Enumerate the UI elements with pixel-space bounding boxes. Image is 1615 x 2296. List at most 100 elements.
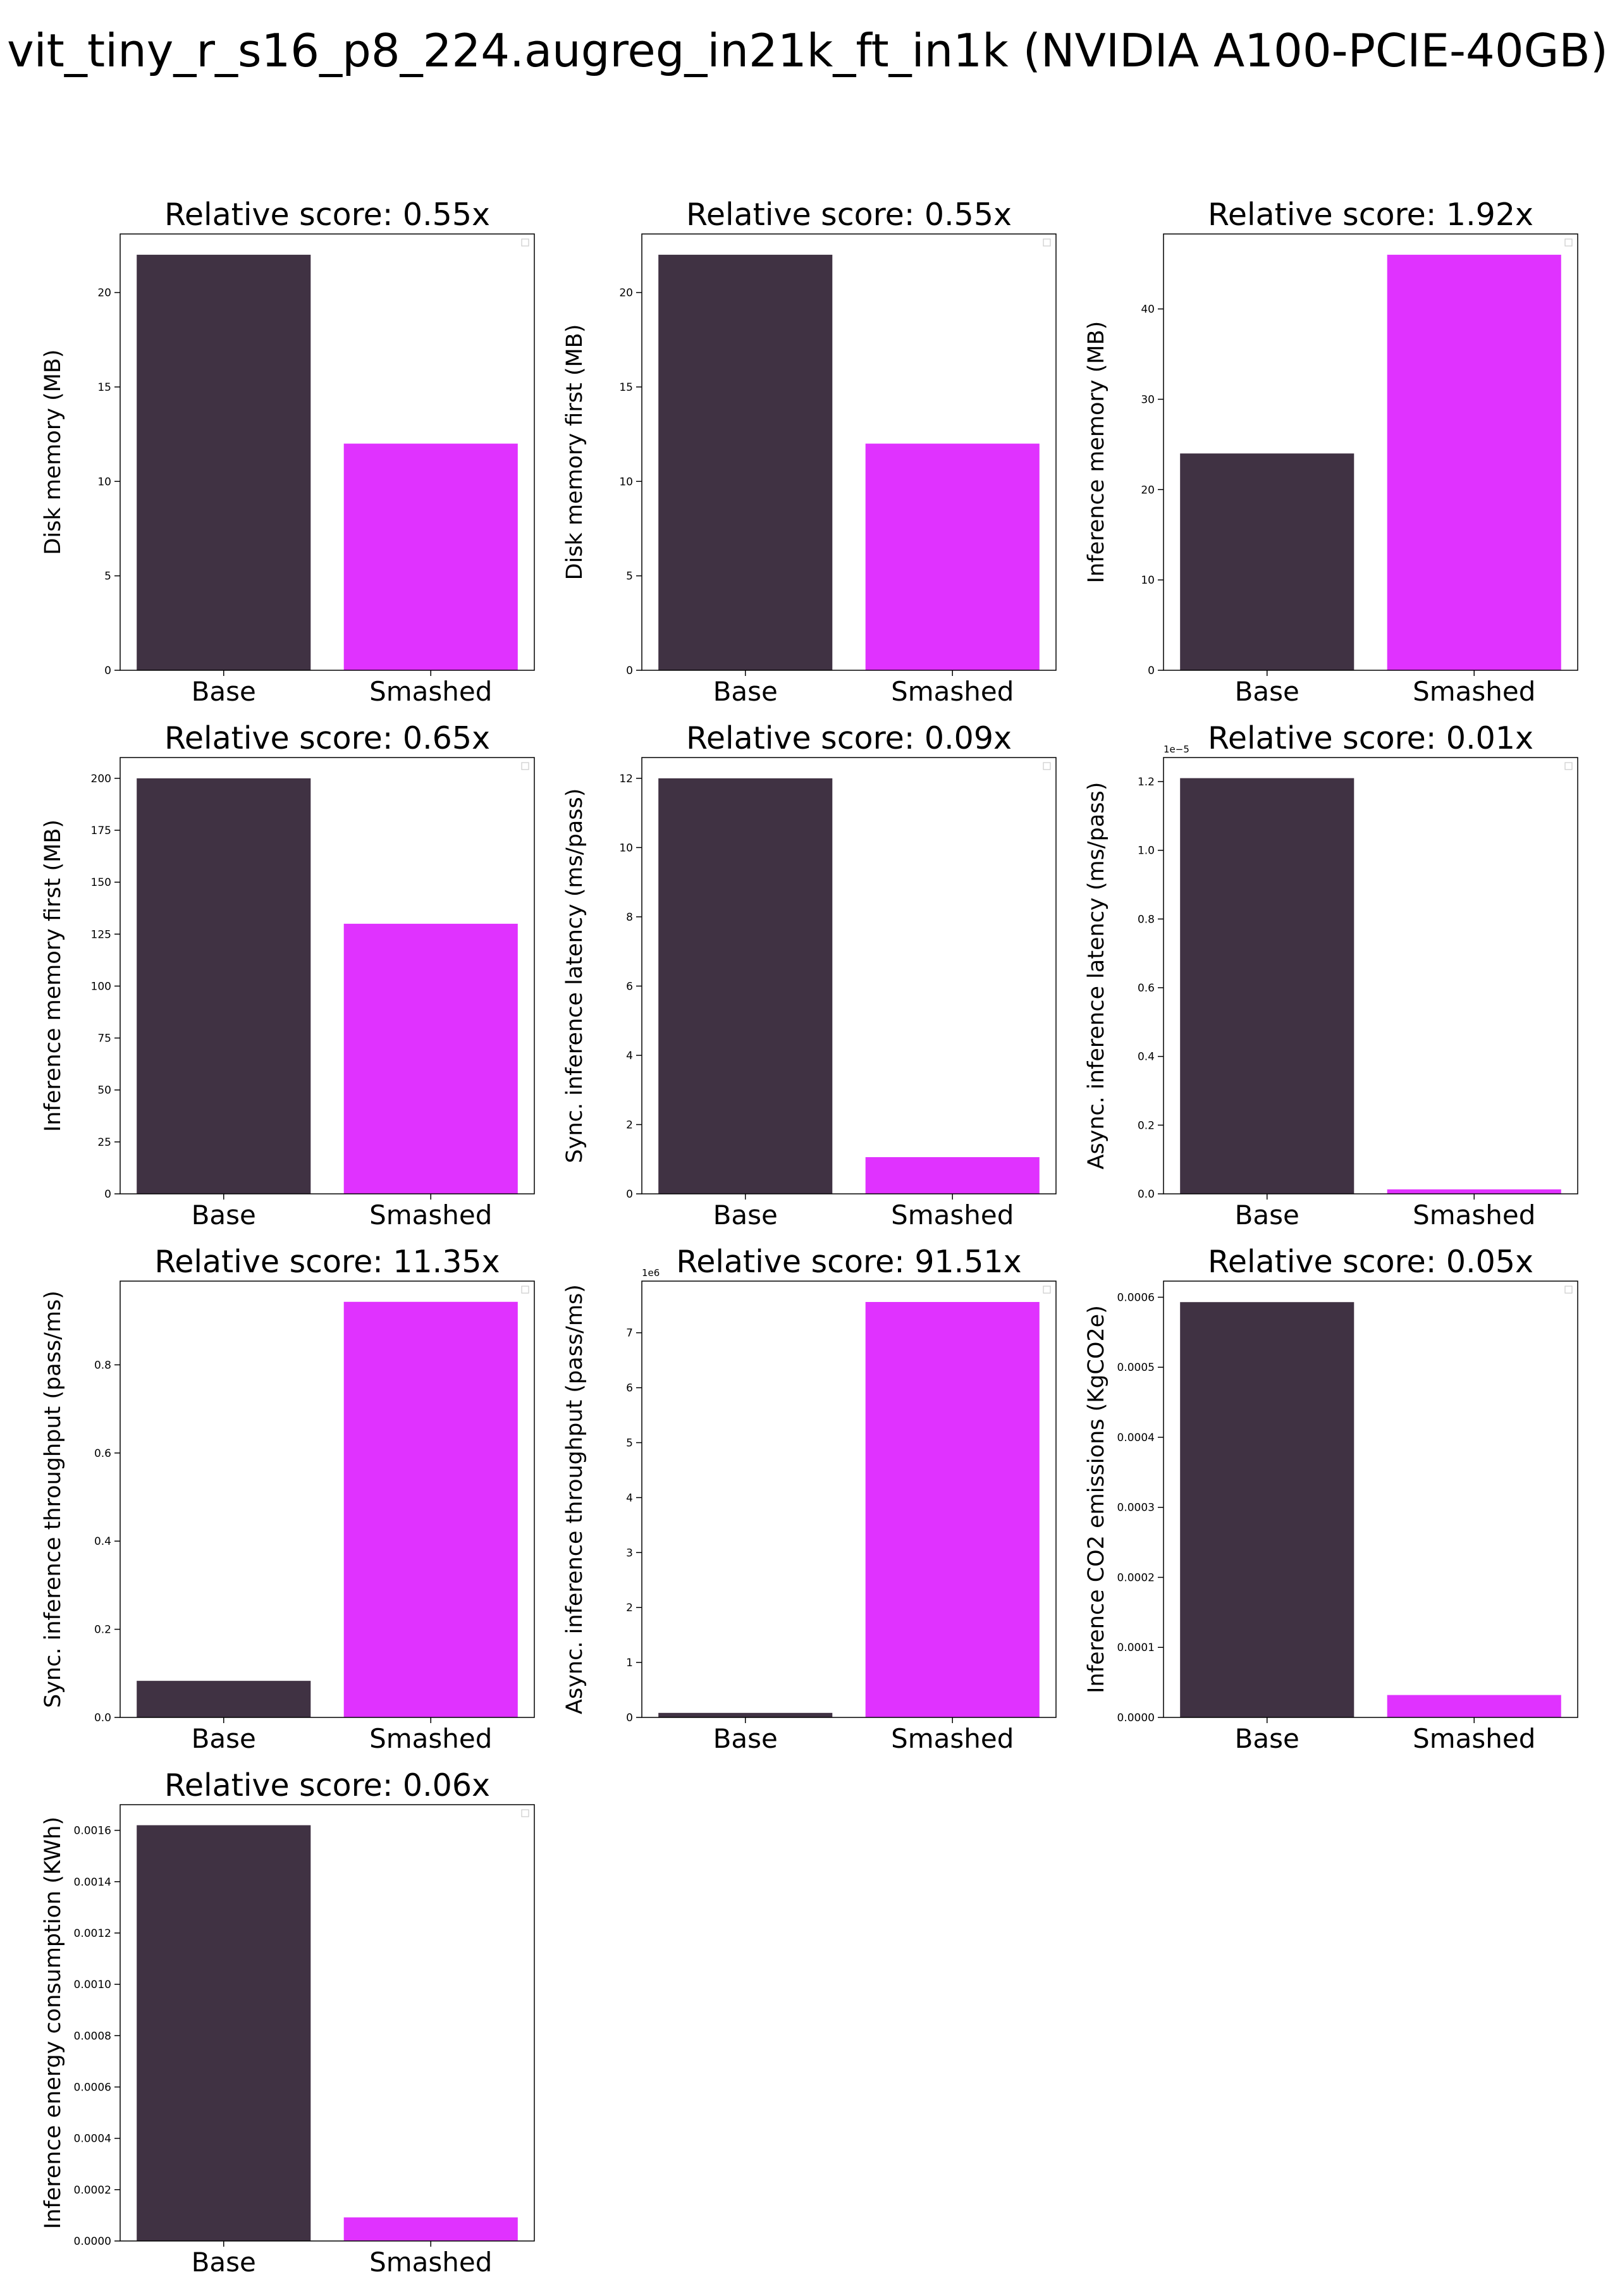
y-tick-label-2: 15: [619, 381, 633, 394]
y-tick-label-5: 0: [626, 1188, 633, 1201]
bar-smashed: [343, 1301, 518, 1717]
subplot-title-7: Relative score: 11.35x: [154, 1244, 500, 1280]
plot-frame-3: [1163, 233, 1578, 671]
y-axis-label-3: Inference memory (MB): [1084, 321, 1109, 583]
y-tick-label-7: 0.8: [94, 1359, 111, 1372]
y-tick-label-10: 0.0006: [74, 2081, 111, 2094]
y-tick-label-3: 10: [1141, 574, 1155, 587]
plot-frame-5: [641, 757, 1057, 1194]
legend-box-2: [1043, 238, 1051, 247]
y-tick-label-1: 15: [97, 381, 111, 394]
bar-base: [1180, 453, 1354, 670]
y-tick-label-9: 0.0004: [1117, 1432, 1155, 1444]
bar-base: [137, 1681, 311, 1717]
x-tick-label-smashed: Smashed: [891, 1200, 1014, 1231]
y-tick-label-8: 3: [626, 1547, 633, 1559]
y-tick-label-6: 1.2: [1138, 776, 1155, 789]
x-tick-label-base: Base: [192, 676, 256, 707]
plot-frame-9: [1163, 1280, 1578, 1718]
x-tick-label-smashed: Smashed: [369, 676, 492, 707]
y-tick-label-7: 0.4: [94, 1535, 111, 1548]
legend-box-6: [1564, 762, 1573, 770]
bar-base: [658, 254, 833, 670]
x-tick-label-base: Base: [192, 1200, 256, 1231]
x-tick-label-base: Base: [192, 2247, 256, 2278]
y-tick-label-5: 12: [619, 773, 633, 785]
y-tick-label-10: 0.0002: [74, 2184, 111, 2197]
plot-frame-8: [641, 1280, 1057, 1718]
y-tick-label-6: 0.4: [1138, 1051, 1155, 1064]
x-tick-label-smashed: Smashed: [369, 1200, 492, 1231]
y-tick-label-10: 0.0010: [74, 1979, 111, 1991]
legend-box-7: [521, 1286, 529, 1294]
bar-base: [137, 778, 311, 1194]
y-tick-label-7: 0.6: [94, 1447, 111, 1460]
legend-box-4: [521, 762, 529, 770]
plot-frame-7: [120, 1280, 535, 1718]
legend-box-10: [521, 1809, 529, 1817]
y-tick-label-3: 40: [1141, 304, 1155, 316]
y-tick-label-10: 0.0012: [74, 1927, 111, 1940]
y-axis-label-6: Async. inference latency (ms/pass): [1084, 782, 1109, 1170]
x-tick-label-smashed: Smashed: [369, 1723, 492, 1754]
y-tick-label-3: 20: [1141, 484, 1155, 496]
y-tick-label-8: 0: [626, 1712, 633, 1724]
y-tick-label-4: 25: [97, 1136, 111, 1149]
bar-smashed: [865, 1302, 1040, 1717]
y-tick-label-7: 0.2: [94, 1624, 111, 1636]
y-tick-label-9: 0.0002: [1117, 1571, 1155, 1584]
y-tick-label-9: 0.0003: [1117, 1502, 1155, 1514]
bar-base: [658, 778, 833, 1194]
y-tick-label-5: 8: [626, 911, 633, 924]
y-tick-label-4: 0: [104, 1188, 111, 1201]
y-tick-label-9: 0.0006: [1117, 1291, 1155, 1304]
plot-frame-1: [120, 233, 535, 671]
y-tick-label-1: 20: [97, 287, 111, 300]
plot-frame-2: [641, 233, 1057, 671]
y-tick-label-8: 7: [626, 1327, 633, 1340]
y-axis-label-7: Sync. inference throughput (pass/ms): [40, 1291, 66, 1708]
x-tick-label-base: Base: [713, 676, 778, 707]
x-tick-label-base: Base: [713, 1200, 778, 1231]
y-tick-label-6: 0.8: [1138, 913, 1155, 926]
bar-smashed: [343, 923, 518, 1194]
y-tick-label-4: 50: [97, 1084, 111, 1097]
y-tick-label-7: 0.0: [94, 1712, 111, 1724]
x-tick-label-smashed: Smashed: [369, 2247, 492, 2278]
y-tick-label-5: 2: [626, 1119, 633, 1131]
bar-smashed: [865, 1157, 1040, 1194]
y-axis-label-4: Inference memory first (MB): [40, 820, 66, 1132]
subplot-title-6: Relative score: 0.01x: [1208, 720, 1533, 756]
y-tick-label-6: 0.6: [1138, 982, 1155, 995]
legend-box-8: [1043, 1286, 1051, 1294]
legend-box-9: [1564, 1286, 1573, 1294]
figure-title: vit_tiny_r_s16_p8_224.augreg_in21k_ft_in…: [7, 24, 1608, 77]
y-offset-label-8: 1e6: [642, 1267, 660, 1279]
subplot-title-5: Relative score: 0.09x: [686, 720, 1012, 756]
y-tick-label-4: 175: [91, 825, 111, 837]
subplot-title-8: Relative score: 91.51x: [676, 1244, 1021, 1280]
bar-base: [1180, 1302, 1354, 1717]
y-tick-label-9: 0.0001: [1117, 1642, 1155, 1654]
y-tick-label-8: 1: [626, 1657, 633, 1669]
y-tick-label-8: 6: [626, 1382, 633, 1395]
y-tick-label-5: 10: [619, 842, 633, 854]
subplot-title-1: Relative score: 0.55x: [164, 197, 490, 233]
y-axis-label-8: Async. inference throughput (pass/ms): [562, 1284, 587, 1714]
subplot-title-9: Relative score: 0.05x: [1208, 1244, 1533, 1280]
y-tick-label-3: 0: [1148, 665, 1155, 677]
y-tick-label-6: 0.2: [1138, 1119, 1155, 1132]
bar-smashed: [343, 2217, 518, 2241]
x-tick-label-smashed: Smashed: [1413, 1723, 1535, 1754]
x-tick-label-base: Base: [1235, 1723, 1299, 1754]
y-tick-label-10: 0.0014: [74, 1876, 111, 1889]
y-axis-label-1: Disk memory (MB): [40, 349, 66, 555]
subplot-title-4: Relative score: 0.65x: [164, 720, 490, 756]
bar-base: [137, 254, 311, 670]
y-axis-label-9: Inference CO2 emissions (KgCO2e): [1084, 1305, 1109, 1693]
y-axis-label-10: Inference energy consumption (KWh): [40, 1817, 66, 2229]
y-tick-label-4: 200: [91, 773, 111, 785]
y-tick-label-8: 5: [626, 1437, 633, 1449]
y-tick-label-10: 0.0000: [74, 2235, 111, 2248]
